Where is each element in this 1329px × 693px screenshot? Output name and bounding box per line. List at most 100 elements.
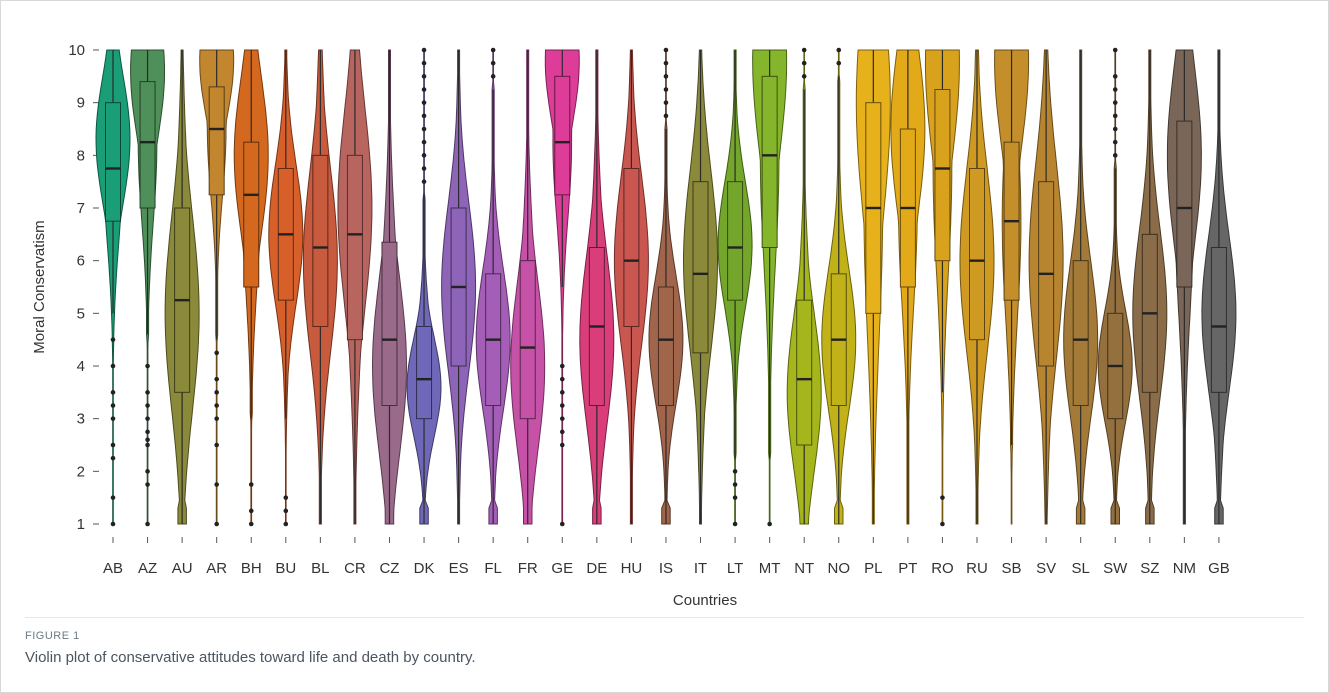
y-tick-label: 7: [77, 200, 85, 217]
x-tick-label: PT: [898, 560, 917, 577]
violin-HU: [613, 49, 649, 525]
violin-CZ: [371, 49, 408, 525]
x-tick-label: GB: [1208, 560, 1230, 577]
x-tick-label: HU: [621, 560, 643, 577]
iqr-box: [969, 168, 985, 341]
outlier-point: [110, 442, 116, 448]
outlier-point: [1112, 126, 1118, 132]
outlier-point: [1112, 47, 1118, 53]
outlier-point: [145, 469, 150, 474]
iqr-box: [381, 241, 398, 406]
iqr-box: [208, 86, 225, 196]
outlier-point: [421, 100, 427, 105]
caption-divider: [25, 617, 1304, 618]
x-tick-label: BH: [241, 560, 262, 577]
outlier-point: [732, 469, 738, 474]
violin-MT: [752, 49, 788, 527]
x-tick-label: LT: [727, 560, 743, 577]
iqr-box: [727, 181, 744, 301]
x-tick-label: FR: [518, 560, 538, 577]
iqr-box: [416, 326, 433, 420]
outlier-point: [110, 403, 116, 408]
outlier-point: [1112, 87, 1118, 92]
x-axis-title: Countries: [673, 592, 737, 609]
outlier-point: [1112, 74, 1118, 79]
y-axis: 1 2 3 4 5 6 7 8 9 10: [68, 42, 99, 533]
outlier-point: [214, 521, 219, 527]
x-tick-label: IT: [694, 560, 707, 577]
violin-DK: [406, 47, 442, 525]
outlier-point: [283, 495, 289, 500]
outlier-point: [421, 60, 427, 66]
outlier-point: [732, 482, 738, 487]
outlier-point: [801, 74, 807, 79]
x-tick-label: AU: [172, 560, 193, 577]
outlier-point: [559, 429, 565, 435]
outlier-point: [559, 442, 565, 448]
x-tick-label: BL: [311, 560, 329, 577]
iqr-box: [1072, 260, 1089, 406]
violin-FL: [475, 47, 511, 525]
outlier-point: [559, 376, 565, 382]
outlier-point: [663, 60, 669, 66]
outlier-point: [145, 442, 150, 448]
x-tick-label: AR: [206, 560, 227, 577]
violin-SB: [994, 49, 1030, 525]
x-tick-label: BU: [275, 560, 296, 577]
outlier-point: [490, 74, 496, 79]
x-tick-label: DK: [414, 560, 435, 577]
x-tick-label: NO: [828, 560, 851, 577]
outlier-point: [421, 179, 427, 184]
outlier-point: [110, 390, 116, 395]
outlier-point: [145, 403, 150, 408]
violin-AU: [164, 49, 200, 525]
x-tick-label: CR: [344, 560, 366, 577]
outlier-point: [1112, 100, 1118, 105]
violin-SZ: [1132, 49, 1168, 525]
outlier-point: [732, 495, 738, 500]
x-tick-label: FL: [484, 560, 502, 577]
y-tick-label: 2: [77, 463, 85, 480]
iqr-box: [554, 75, 571, 196]
y-tick-label: 5: [77, 305, 85, 322]
outlier-point: [663, 74, 669, 79]
violin-RU: [959, 49, 995, 525]
outlier-point: [248, 521, 254, 527]
outlier-point: [145, 429, 150, 435]
outlier-point: [732, 521, 738, 527]
outlier-point: [663, 87, 669, 92]
violin-BH: [233, 49, 269, 527]
violin-DE: [579, 49, 615, 525]
outlier-point: [283, 508, 289, 514]
outlier-point: [283, 521, 289, 527]
iqr-box: [934, 89, 951, 262]
x-tick-label: SL: [1072, 560, 1090, 577]
iqr-box: [796, 299, 813, 446]
iqr-box: [761, 75, 778, 249]
iqr-box: [243, 141, 260, 288]
outlier-point: [214, 482, 219, 487]
y-tick-label: 6: [77, 253, 85, 270]
outlier-point: [559, 390, 565, 395]
x-tick-label: NM: [1173, 560, 1196, 577]
outlier-point: [559, 403, 565, 408]
x-tick-label: DE: [586, 560, 607, 577]
violin-PT: [890, 49, 926, 525]
violin-GE: [544, 49, 580, 527]
iqr-box: [312, 154, 329, 327]
iqr-box: [105, 102, 121, 222]
outlier-point: [836, 60, 842, 66]
outlier-point: [214, 442, 219, 448]
figure-label: FIGURE 1: [25, 630, 80, 642]
violin-SL: [1063, 49, 1099, 525]
outlier-point: [248, 508, 254, 514]
violin-FR: [510, 49, 546, 525]
outlier-point: [490, 60, 496, 66]
y-tick-label: 8: [77, 147, 85, 164]
outlier-point: [559, 416, 565, 421]
outlier-point: [663, 113, 669, 119]
x-tick-label: SZ: [1140, 560, 1159, 577]
violin-IS: [648, 47, 684, 525]
iqr-box: [623, 168, 640, 327]
violin-GB: [1201, 49, 1237, 525]
